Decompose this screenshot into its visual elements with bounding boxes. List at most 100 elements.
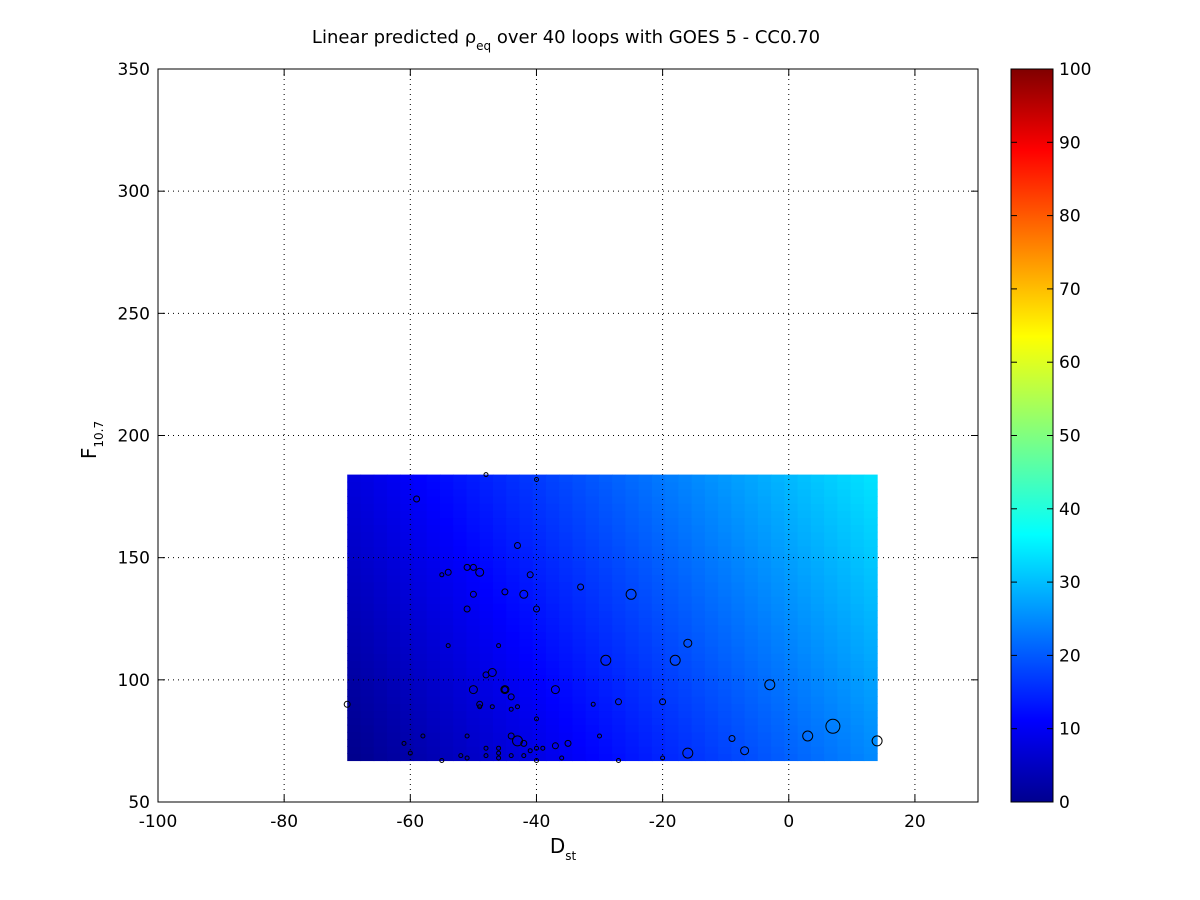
- surface-cell: [837, 617, 852, 626]
- surface-cell: [413, 474, 428, 483]
- surface-cell: [400, 510, 415, 519]
- surface-cell: [400, 624, 415, 633]
- surface-cell: [400, 646, 415, 654]
- surface-cell: [413, 488, 428, 497]
- surface-cell: [850, 731, 865, 740]
- surface-cell: [400, 496, 415, 504]
- surface-cell: [360, 560, 375, 569]
- surface-cell: [559, 724, 574, 733]
- surface-cell: [704, 731, 719, 740]
- surface-cell: [651, 546, 666, 554]
- surface-cell: [439, 603, 454, 611]
- surface-cell: [492, 531, 507, 540]
- data-point: [520, 739, 528, 747]
- surface-cell: [386, 710, 401, 719]
- surface-cell: [625, 689, 640, 697]
- surface-cell: [453, 546, 468, 554]
- surface-cell: [373, 624, 388, 633]
- surface-cell: [850, 710, 865, 719]
- surface-cell: [810, 481, 825, 490]
- surface-cell: [784, 610, 799, 619]
- colorbar-gradient: [1011, 69, 1053, 802]
- surface-cell: [625, 517, 640, 526]
- surface-cell: [757, 653, 772, 662]
- surface-cell: [479, 596, 494, 604]
- surface-cell: [797, 667, 812, 676]
- surface-cell: [453, 724, 468, 733]
- surface-cell: [665, 610, 679, 619]
- surface-cell: [506, 596, 521, 604]
- surface-cell: [373, 753, 388, 762]
- data-point: [458, 753, 464, 759]
- surface-cell: [466, 496, 481, 504]
- surface-cell: [771, 481, 785, 490]
- surface-cell: [678, 667, 693, 676]
- surface-cell: [466, 481, 481, 490]
- data-point: [550, 685, 560, 695]
- surface-cell: [665, 710, 679, 719]
- surface-cell: [625, 753, 640, 762]
- surface-cell: [439, 653, 454, 662]
- surface-cell: [718, 631, 732, 640]
- surface-cell: [532, 717, 547, 726]
- surface-cell: [572, 624, 587, 633]
- colorbar-tick-label: 60: [1059, 353, 1081, 373]
- surface-cell: [612, 753, 626, 762]
- surface-cell: [757, 731, 772, 740]
- surface-cell: [731, 696, 746, 704]
- data-point: [600, 654, 612, 666]
- surface-cell: [479, 703, 494, 712]
- surface-cell: [532, 474, 547, 483]
- surface-cell: [519, 538, 534, 547]
- surface-cell: [400, 553, 415, 561]
- surface-cell: [585, 567, 600, 576]
- surface-cell: [744, 653, 759, 662]
- surface-cell: [347, 503, 362, 511]
- surface-cell: [757, 488, 772, 497]
- surface-cell: [532, 567, 547, 576]
- surface-cell: [744, 567, 759, 576]
- surface-cell: [373, 610, 388, 619]
- surface-cell: [360, 610, 375, 619]
- surface-cell: [373, 503, 388, 511]
- surface-cell: [400, 588, 415, 597]
- surface-cell: [545, 596, 560, 604]
- surface-cell: [426, 689, 441, 697]
- surface-cell: [479, 531, 494, 540]
- surface-cell: [453, 517, 468, 526]
- surface-cell: [519, 638, 534, 647]
- surface-cell: [718, 603, 732, 611]
- surface-cell: [453, 660, 468, 669]
- surface-cell: [479, 638, 494, 647]
- surface-cell: [797, 638, 812, 647]
- surface-cell: [386, 481, 401, 490]
- surface-cell: [506, 638, 521, 647]
- surface-cell: [678, 660, 693, 669]
- surface-cell: [850, 660, 865, 669]
- surface-cell: [466, 624, 481, 633]
- surface-cell: [413, 653, 428, 662]
- surface-cell: [572, 560, 587, 569]
- surface-cell: [651, 510, 666, 519]
- y-tick-label: 350: [118, 60, 150, 80]
- surface-cell: [559, 517, 574, 526]
- surface-cell: [585, 503, 600, 511]
- data-point: [439, 572, 445, 578]
- surface-cell: [439, 710, 454, 719]
- surface-cell: [598, 753, 613, 762]
- surface-cell: [492, 538, 507, 547]
- surface-cell: [466, 574, 481, 583]
- surface-cell: [704, 517, 719, 526]
- surface-cell: [360, 574, 375, 583]
- surface-cell: [850, 610, 865, 619]
- surface-cell: [585, 517, 600, 526]
- surface-cell: [386, 581, 401, 590]
- surface-cell: [506, 603, 521, 611]
- surface-cell: [453, 560, 468, 569]
- surface-cell: [625, 531, 640, 540]
- surface-cell: [559, 703, 574, 712]
- surface-cell: [665, 588, 679, 597]
- surface-cell: [638, 524, 653, 533]
- surface-cell: [638, 574, 653, 583]
